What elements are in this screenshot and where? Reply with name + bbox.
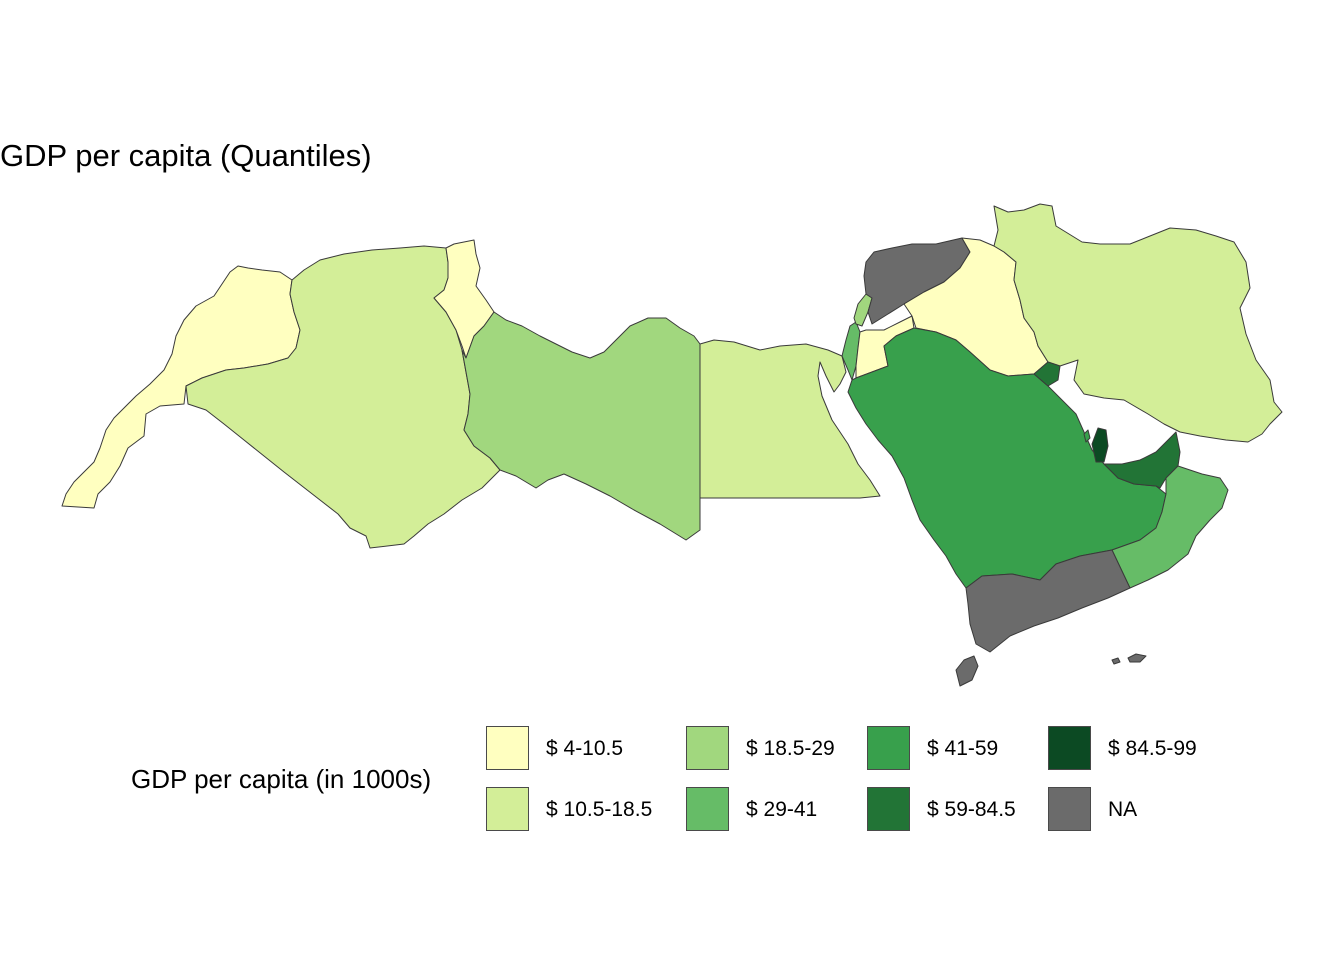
region-yemen-island <box>955 655 979 687</box>
legend-swatch <box>486 726 529 770</box>
region-yemen-island <box>1127 653 1147 663</box>
region-kuwait <box>1033 361 1061 387</box>
legend-label: $ 18.5-29 <box>746 737 835 760</box>
region-oman <box>1111 465 1229 589</box>
legend-swatch <box>867 726 910 770</box>
region-egypt <box>699 339 881 499</box>
region-bahrain <box>1083 429 1091 443</box>
legend-swatch <box>867 787 910 831</box>
legend-label: $ 41-59 <box>927 737 999 760</box>
legend-swatch <box>686 787 729 831</box>
legend-swatch <box>486 787 529 831</box>
legend-title: GDP per capita (in 1000s) <box>131 764 432 794</box>
legend-label: $ 84.5-99 <box>1108 737 1197 760</box>
legend-swatch <box>686 726 729 770</box>
legend-label: $ 4-10.5 <box>546 737 624 760</box>
legend-label: $ 59-84.5 <box>927 798 1016 821</box>
region-yemen <box>965 549 1131 653</box>
region-uae <box>1103 431 1181 489</box>
region-libya <box>461 311 701 541</box>
legend-label: NA <box>1108 798 1138 821</box>
region-iran <box>993 203 1283 443</box>
legend-swatch <box>1048 726 1091 770</box>
legend-label: $ 10.5-18.5 <box>546 798 653 821</box>
legend-label: $ 29-41 <box>746 798 818 821</box>
legend-swatch <box>1048 787 1091 831</box>
region-qatar <box>1091 427 1109 463</box>
map-title: GDP per capita (Quantiles) <box>0 138 372 173</box>
region-yemen-island <box>1111 657 1121 665</box>
